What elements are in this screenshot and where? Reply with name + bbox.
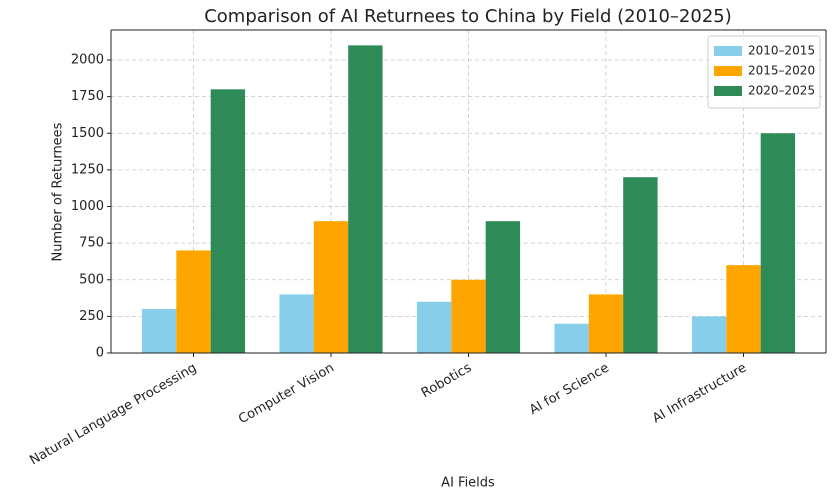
x-tick-label: Computer Vision xyxy=(236,361,337,428)
bar xyxy=(554,323,589,353)
bar xyxy=(485,221,521,353)
y-tick-label: 0 xyxy=(96,346,104,361)
bar xyxy=(313,221,349,353)
legend-swatch xyxy=(714,46,742,56)
y-tick-label: 500 xyxy=(79,272,104,287)
bar xyxy=(279,294,314,353)
y-tick-label: 1500 xyxy=(71,126,104,141)
bar xyxy=(588,294,624,353)
bar xyxy=(176,250,211,353)
y-axis-label: Number of Returnees xyxy=(51,122,66,261)
x-tick-label: Natural Language Processing xyxy=(27,361,199,469)
legend-label: 2015–2020 xyxy=(748,64,815,78)
bar xyxy=(760,133,796,353)
x-tick-label: AI for Science xyxy=(527,361,612,419)
legend-label: 2020–2025 xyxy=(748,84,815,98)
bar xyxy=(623,177,658,353)
bar xyxy=(210,89,246,353)
y-tick-label: 750 xyxy=(79,236,104,251)
y-tick-label: 2000 xyxy=(71,53,104,68)
bar xyxy=(416,301,452,353)
y-tick-label: 1250 xyxy=(71,162,104,177)
legend-label: 2010–2015 xyxy=(748,44,815,58)
chart-title: Comparison of AI Returnees to China by F… xyxy=(204,6,732,27)
x-tick-label: Robotics xyxy=(419,360,475,401)
x-tick-label: AI Infrastructure xyxy=(650,361,749,427)
bar xyxy=(726,265,761,353)
bar xyxy=(451,279,486,353)
legend-swatch xyxy=(714,66,742,76)
legend: 2010–2015 2015–2020 2020–2025 xyxy=(707,35,821,109)
legend-swatch xyxy=(714,86,742,96)
y-tick-label: 1750 xyxy=(71,89,104,104)
y-tick-label: 1000 xyxy=(71,199,104,214)
bar xyxy=(691,316,727,353)
y-tick-label: 250 xyxy=(79,309,104,324)
bar xyxy=(348,45,383,353)
bar xyxy=(141,309,177,353)
x-axis-label: AI Fields xyxy=(441,476,495,491)
